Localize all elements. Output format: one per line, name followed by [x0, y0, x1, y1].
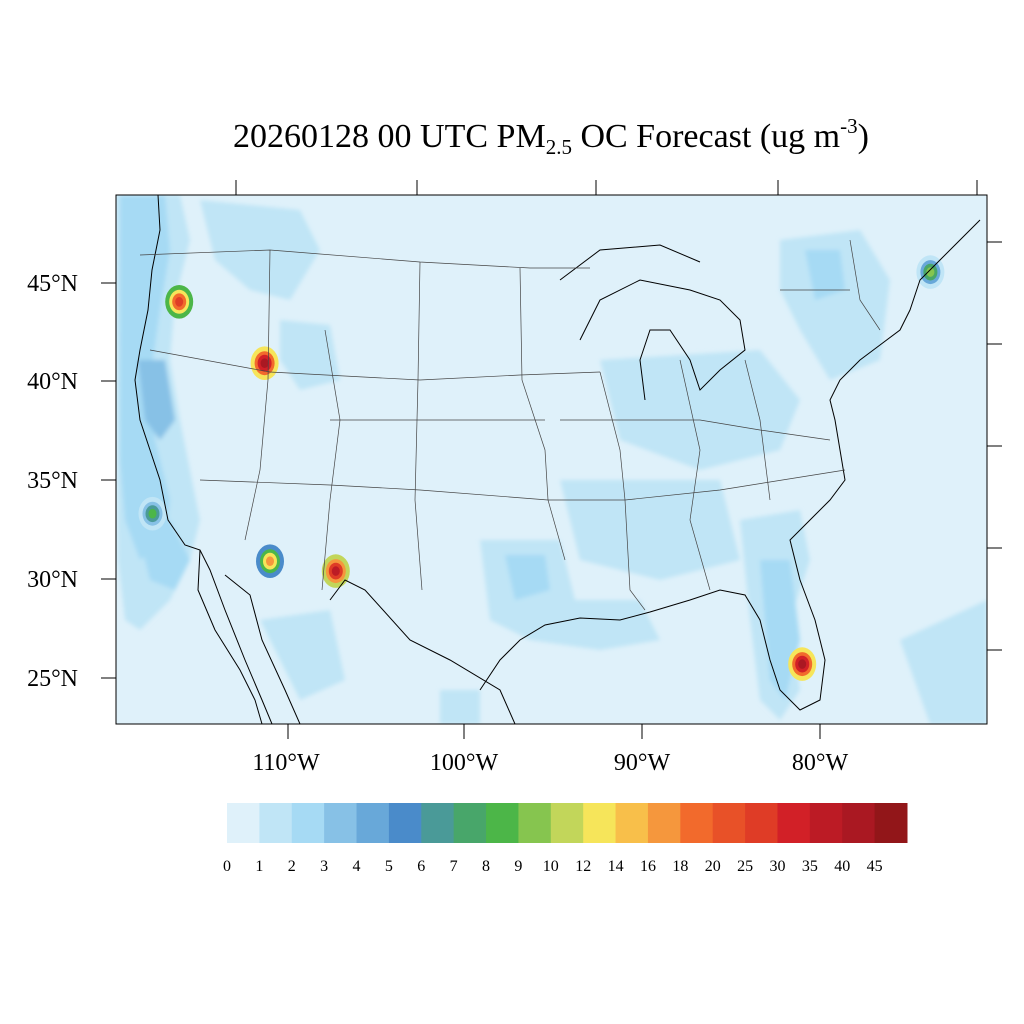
colorbar-tick-label: 10 — [543, 858, 559, 875]
hotspot-layer — [44, 216, 945, 681]
colorbar-labels: 0 1 2 3 4 5 6 7 8 9 10 12 14 16 18 20 25 30 35 40 45 — [223, 858, 883, 875]
top-ticks — [235, 180, 978, 195]
colorbar-swatch — [874, 803, 908, 843]
colorbar-swatch — [777, 803, 811, 843]
colorbar-swatch — [227, 803, 260, 843]
colorbar-swatch — [647, 803, 681, 843]
colorbar-swatch — [712, 803, 746, 843]
colorbar-tick-label: 20 — [705, 858, 721, 875]
colorbar-tick-label: 25 — [737, 858, 753, 875]
lon-label: 90°W — [614, 750, 671, 776]
colorbar-swatch — [356, 803, 390, 843]
bottom-ticks — [287, 724, 821, 739]
colorbar-swatch — [745, 803, 778, 843]
hotspot-idaho-west — [175, 297, 184, 307]
hotspot-baja-north — [148, 508, 157, 519]
lat-label: 45°N — [27, 271, 78, 297]
colorbar-tick-label: 1 — [255, 858, 263, 875]
hotspot-washington-north — [44, 216, 72, 250]
colorbar-tick-label: 2 — [288, 858, 296, 875]
longitude-labels: 110°W 100°W 90°W 80°W — [252, 750, 848, 776]
colorbar-swatch — [421, 803, 455, 843]
hotspot-arizona-south — [266, 556, 274, 566]
coastlines — [134, 195, 981, 724]
colorbar-tick-label: 9 — [514, 858, 522, 875]
colorbar-tick-label: 5 — [385, 858, 393, 875]
colorbar-tick-label: 8 — [482, 858, 490, 875]
hotspot-utah-north — [260, 358, 269, 369]
lon-label: 100°W — [430, 750, 499, 776]
map-title: 20260128 00 UTC PM2.5 OC Forecast (ug m-… — [233, 114, 869, 159]
colorbar-swatch — [680, 803, 714, 843]
colorbar-tick-label: 12 — [575, 858, 591, 875]
colorbar-swatch — [550, 803, 584, 843]
lat-label: 25°N — [27, 666, 78, 692]
hotspot-montreal — [926, 267, 935, 277]
hotspot-washington-north — [54, 228, 62, 238]
colorbar-swatch — [583, 803, 617, 843]
colorbar-swatch — [809, 803, 843, 843]
colorbar — [227, 803, 908, 843]
colorbar-tick-label: 14 — [608, 858, 624, 875]
hotspot-chihuahua — [331, 566, 340, 576]
colorbar-tick-label: 40 — [834, 858, 850, 875]
right-ticks — [987, 241, 1002, 651]
colorbar-swatch — [453, 803, 487, 843]
latitude-labels: 45°N 40°N 35°N 30°N 25°N — [27, 271, 78, 692]
colorbar-swatch — [324, 803, 358, 843]
colorbar-tick-label: 6 — [417, 858, 425, 875]
hotspot-washington-north — [51, 224, 65, 241]
colorbar-swatch — [259, 803, 293, 843]
low-concentration-areas — [116, 195, 987, 724]
hotspot-florida-south — [798, 659, 807, 669]
lat-label: 30°N — [27, 567, 78, 593]
hotspot-washington-north — [48, 221, 68, 245]
colorbar-tick-label: 35 — [802, 858, 818, 875]
colorbar-swatch — [388, 803, 422, 843]
colorbar-tick-label: 3 — [320, 858, 328, 875]
map-frame — [115, 194, 988, 725]
lon-label: 110°W — [252, 750, 320, 776]
colorbar-tick-label: 45 — [867, 858, 883, 875]
colorbar-swatch — [518, 803, 552, 843]
lat-label: 40°N — [27, 369, 78, 395]
lon-label: 80°W — [792, 750, 849, 776]
lat-label: 35°N — [27, 468, 78, 494]
colorbar-swatch — [486, 803, 519, 843]
colorbar-swatch — [291, 803, 325, 843]
left-ticks — [101, 282, 116, 679]
colorbar-tick-label: 16 — [640, 858, 656, 875]
colorbar-tick-label: 4 — [353, 858, 361, 875]
colorbar-swatch — [615, 803, 649, 843]
colorbar-tick-label: 0 — [223, 858, 231, 875]
colorbar-tick-label: 7 — [450, 858, 458, 875]
colorbar-tick-label: 18 — [672, 858, 688, 875]
colorbar-tick-label: 30 — [769, 858, 785, 875]
colorbar-swatch — [842, 803, 876, 843]
state-borders — [139, 239, 881, 611]
map-layer — [44, 195, 987, 724]
